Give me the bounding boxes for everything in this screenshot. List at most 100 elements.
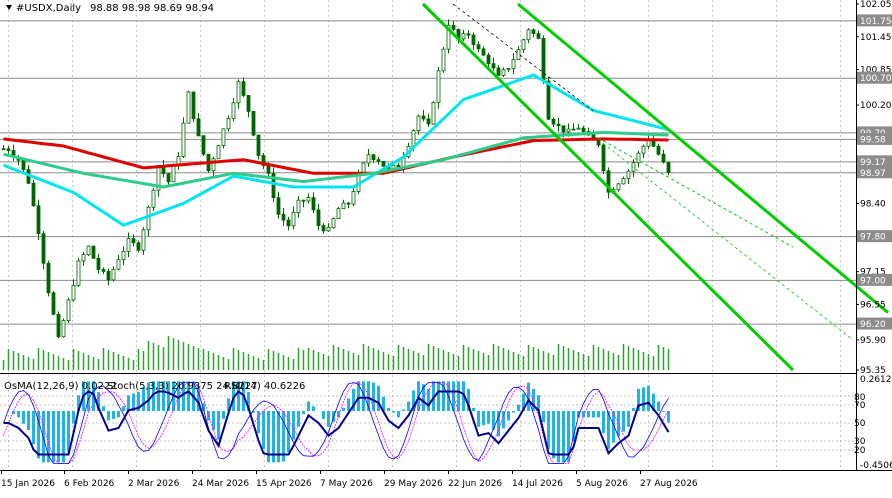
- price-tick-label: 100.20: [860, 101, 892, 111]
- level-label: 98.97: [860, 169, 886, 179]
- candle-body: [281, 213, 286, 221]
- indicator-tick-label: 20: [854, 446, 866, 456]
- candle-body: [396, 164, 401, 168]
- candle-body: [636, 152, 641, 164]
- level-label: 97.00: [860, 276, 886, 286]
- candle-body: [91, 245, 96, 259]
- candle-body: [296, 199, 301, 213]
- candle-body: [36, 205, 41, 235]
- time-tick-label: 6 Feb 2026: [64, 479, 115, 489]
- candle-body: [266, 165, 271, 174]
- candle-body: [461, 33, 466, 40]
- price-tick-label: 95.90: [860, 336, 886, 346]
- time-axis: 15 Jan 2026 6 Feb 2026 2 Mar 2026 24 Mar 20…: [1, 470, 698, 489]
- channel-line: [421, 2, 795, 372]
- candle-body: [556, 123, 561, 127]
- channel-line: [517, 2, 889, 314]
- time-tick-label: 5 Aug 2026: [576, 479, 628, 489]
- time-tick-label: 27 Aug 2026: [640, 479, 698, 489]
- candle-body: [621, 178, 626, 185]
- candle-body: [66, 299, 71, 321]
- time-tick-label: 14 Jul 2026: [512, 479, 563, 489]
- indicator-tick-label: 30: [854, 437, 866, 447]
- candle-body: [301, 199, 306, 202]
- candle-body: [311, 197, 316, 211]
- indicator-tick-label: 50: [854, 419, 866, 429]
- candle-body: [251, 111, 256, 136]
- candle-body: [191, 91, 196, 120]
- candle-body: [411, 130, 416, 147]
- indicator-tick-label: -0.4506: [860, 461, 892, 471]
- candle-body: [276, 197, 281, 215]
- level-label: 101.75: [860, 17, 892, 27]
- candle-body: [116, 259, 121, 270]
- candle-body: [146, 206, 151, 231]
- candle-body: [496, 67, 501, 76]
- dropdown-triangle-icon[interactable]: [6, 5, 12, 10]
- candle-body: [546, 80, 551, 120]
- candle-body: [286, 219, 291, 227]
- candle-body: [271, 173, 276, 199]
- candle-body: [616, 183, 621, 191]
- candle-body: [661, 153, 666, 163]
- candle-body: [426, 118, 431, 125]
- candle-body: [576, 127, 581, 130]
- candle-body: [221, 128, 226, 147]
- candle-body: [666, 161, 671, 173]
- channel-extension-line: [602, 142, 854, 341]
- candle-body: [186, 91, 191, 124]
- candle-body: [491, 63, 496, 69]
- level-label-box: [857, 155, 892, 168]
- candle-body: [46, 262, 51, 294]
- candle-body: [331, 218, 336, 228]
- candle-body: [656, 145, 661, 155]
- candle-body: [211, 158, 216, 172]
- candle-body: [76, 260, 81, 286]
- rsi-line: [3, 390, 670, 456]
- candle-body: [606, 170, 611, 193]
- candle-body: [166, 173, 171, 183]
- candle-body: [571, 128, 576, 131]
- price-tick-label: 97.15: [860, 268, 886, 278]
- candle-body: [526, 29, 531, 41]
- candle-body: [626, 170, 631, 180]
- candle-body: [536, 33, 541, 39]
- price-tick-label: 98.40: [860, 199, 886, 209]
- candles: [1, 19, 671, 339]
- indicator-tick-label: 70: [854, 401, 866, 411]
- stoch-main-line: [3, 382, 669, 464]
- candle-body: [486, 54, 491, 65]
- candle-body: [321, 225, 326, 232]
- candle-body: [566, 128, 571, 133]
- candle-body: [106, 271, 111, 281]
- candle-body: [346, 202, 351, 205]
- candle-body: [151, 189, 156, 208]
- candle-body: [101, 269, 106, 272]
- level-label-box: [857, 230, 892, 243]
- candle-body: [501, 69, 506, 76]
- candle-body: [336, 208, 341, 220]
- candle-body: [41, 233, 46, 264]
- candle-body: [511, 59, 516, 69]
- stoch-label: Stoch(5,3,3) 20.9375 24.8227: [107, 381, 258, 392]
- candle-body: [231, 102, 236, 119]
- candle-body: [521, 39, 526, 51]
- level-label: 100.70: [860, 74, 892, 84]
- candle-body: [51, 292, 56, 315]
- symbol-label: #USDX,Daily: [16, 3, 81, 14]
- candle-body: [306, 197, 311, 202]
- level-label-box: [857, 317, 892, 330]
- candle-body: [126, 238, 131, 252]
- level-label-box: [857, 71, 892, 84]
- candle-body: [21, 159, 26, 170]
- candle-body: [516, 49, 521, 61]
- candle-body: [441, 48, 446, 72]
- price-tick-label: 95.35: [860, 366, 886, 376]
- price-axis: 102.05 101.45 100.85 100.20 98.40 97.15 96.55 9…: [856, 0, 892, 376]
- time-tick-label: 24 Mar 2026: [192, 479, 249, 489]
- channel-median-line: [452, 3, 594, 111]
- candle-body: [256, 134, 261, 156]
- candle-body: [351, 191, 356, 205]
